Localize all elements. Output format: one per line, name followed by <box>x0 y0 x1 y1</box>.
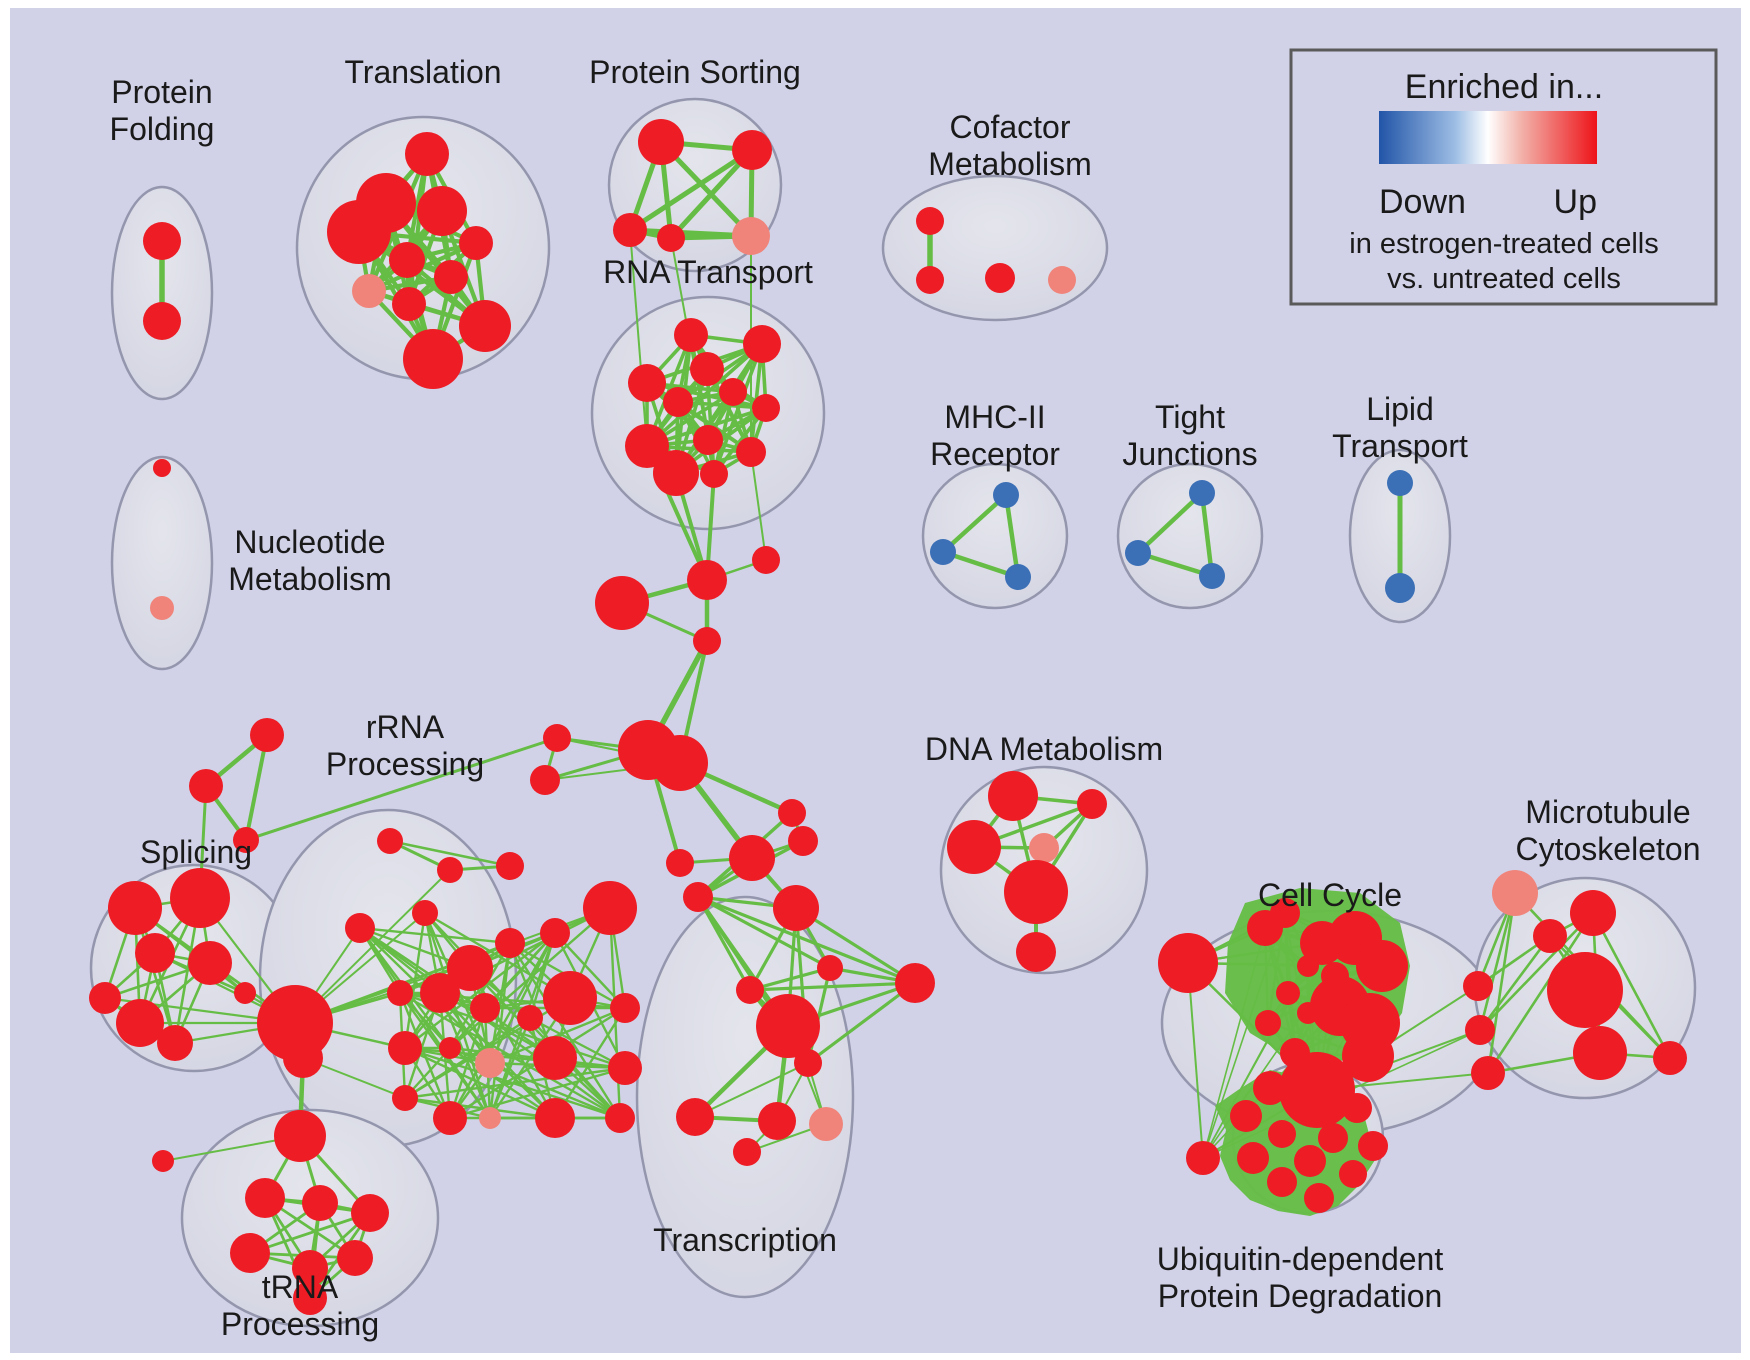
svg-text:DNA Metabolism: DNA Metabolism <box>925 731 1163 767</box>
svg-text:Enriched in...: Enriched in... <box>1405 68 1603 106</box>
svg-text:Down: Down <box>1379 183 1466 221</box>
svg-text:Transcription: Transcription <box>653 1222 837 1258</box>
svg-text:vs. untreated cells: vs. untreated cells <box>1387 263 1621 295</box>
svg-text:Protein Sorting: Protein Sorting <box>589 54 801 90</box>
svg-text:Cell Cycle: Cell Cycle <box>1258 877 1402 913</box>
svg-text:Splicing: Splicing <box>140 834 252 870</box>
svg-text:Translation: Translation <box>344 54 501 90</box>
svg-text:RNA Transport: RNA Transport <box>603 254 813 290</box>
svg-text:in estrogen-treated cells: in estrogen-treated cells <box>1349 228 1659 260</box>
svg-text:Up: Up <box>1554 183 1597 221</box>
